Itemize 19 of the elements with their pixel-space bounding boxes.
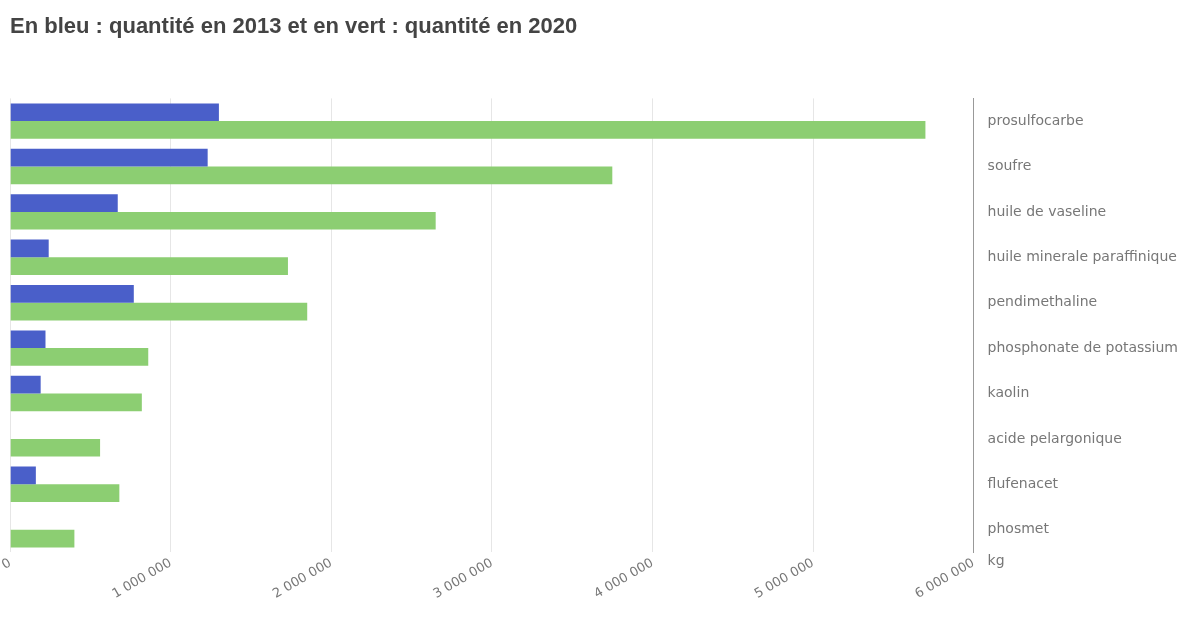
y-tick-label: acide pelargonique	[987, 429, 1122, 446]
y-tick-label: prosulfocarbe	[987, 111, 1084, 128]
y-tick-label: flufenacet	[987, 474, 1059, 491]
x-tick-label: 1 000 000	[109, 554, 174, 601]
y-tick-label: phosmet	[987, 520, 1050, 537]
y-tick-label: soufre	[987, 157, 1032, 174]
x-tick-label: 5 000 000	[751, 554, 817, 601]
x-tick-label: 0	[0, 554, 14, 572]
x-axis-title: kg	[987, 552, 1005, 569]
chart-title: En bleu : quantité en 2013 et en vert : quantité en 2020	[10, 13, 578, 39]
x-tick-label: 6 000 000	[912, 554, 977, 601]
y-tick-label: huile de vaseline	[987, 202, 1107, 219]
x-tick-label: 2 000 000	[269, 554, 335, 601]
y-tick-label: huile minerale paraffinique	[987, 247, 1177, 264]
y-tick-label: phosphonate de potassium	[987, 338, 1179, 355]
y-tick-label: kaolin	[987, 384, 1030, 401]
x-tick-label: 4 000 000	[590, 554, 656, 601]
x-tick-label: 3 000 000	[430, 554, 496, 601]
y-tick-label: pendimethaline	[987, 293, 1098, 310]
